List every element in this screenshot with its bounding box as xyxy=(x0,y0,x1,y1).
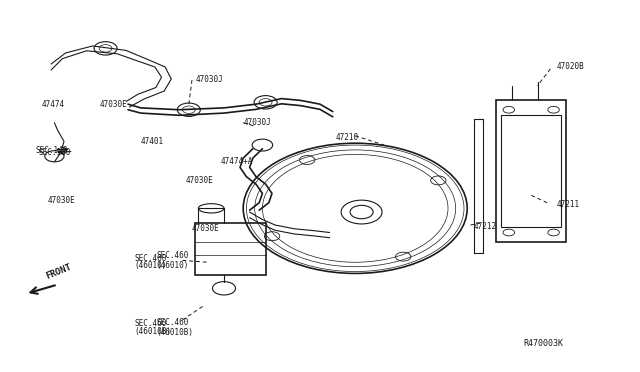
Text: 47474: 47474 xyxy=(42,100,65,109)
Text: 47474+A: 47474+A xyxy=(221,157,253,166)
Text: 47030J: 47030J xyxy=(195,76,223,84)
Text: SEC.460
(46010B): SEC.460 (46010B) xyxy=(157,318,194,337)
Text: FRONT: FRONT xyxy=(45,263,73,281)
Text: 47030E: 47030E xyxy=(186,176,213,185)
Bar xyxy=(501,115,561,227)
Text: SEC.460: SEC.460 xyxy=(134,319,167,328)
Text: (46010): (46010) xyxy=(134,262,167,270)
Text: SEC.460: SEC.460 xyxy=(134,254,167,263)
Text: SEC.140: SEC.140 xyxy=(35,146,68,155)
Bar xyxy=(496,100,566,242)
Text: (46010B): (46010B) xyxy=(134,327,172,336)
Text: 47030E: 47030E xyxy=(48,196,76,205)
Text: 47401: 47401 xyxy=(141,137,164,146)
Bar xyxy=(195,223,266,275)
Text: 47212: 47212 xyxy=(474,222,497,231)
Text: 47030E: 47030E xyxy=(99,100,127,109)
Text: 47020B: 47020B xyxy=(557,62,584,71)
Text: SEC.460
(46010): SEC.460 (46010) xyxy=(157,251,189,270)
Text: 47210: 47210 xyxy=(336,133,359,142)
Text: R470003K: R470003K xyxy=(524,339,563,348)
Text: 47211: 47211 xyxy=(557,200,580,209)
Text: SEC.140: SEC.140 xyxy=(38,148,71,157)
Text: 47030J: 47030J xyxy=(243,118,271,127)
Text: 47030E: 47030E xyxy=(192,224,220,233)
